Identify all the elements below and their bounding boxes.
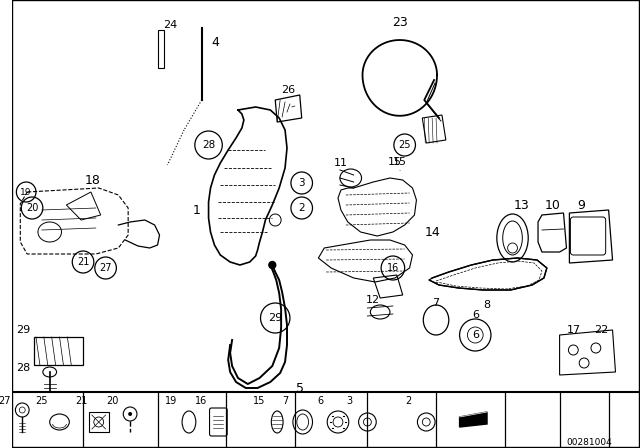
Text: 7: 7 <box>433 298 440 308</box>
Text: 2: 2 <box>298 203 305 213</box>
Text: 22: 22 <box>594 325 608 335</box>
Text: 3: 3 <box>347 396 353 406</box>
Text: 1: 1 <box>193 203 201 216</box>
Text: 00281004: 00281004 <box>567 438 612 447</box>
Text: 29: 29 <box>268 313 282 323</box>
Text: 9: 9 <box>577 198 585 211</box>
Text: 27: 27 <box>99 263 112 273</box>
FancyBboxPatch shape <box>157 30 164 68</box>
Text: 16: 16 <box>195 396 207 406</box>
Text: 17: 17 <box>567 325 581 335</box>
Text: 15: 15 <box>253 396 266 406</box>
Text: 12: 12 <box>366 295 380 305</box>
Text: 6: 6 <box>317 396 323 406</box>
Text: 19: 19 <box>20 188 32 197</box>
Text: 13: 13 <box>513 198 529 211</box>
Polygon shape <box>460 412 487 427</box>
Text: 6: 6 <box>472 330 479 340</box>
Text: 26: 26 <box>281 85 295 95</box>
Text: 14: 14 <box>424 225 440 238</box>
Text: 15: 15 <box>393 157 407 167</box>
Text: 3: 3 <box>298 178 305 188</box>
Text: 20: 20 <box>106 396 118 406</box>
Text: 19: 19 <box>165 396 177 406</box>
Text: 5: 5 <box>296 382 304 395</box>
Text: 15: 15 <box>399 169 401 171</box>
Text: 16: 16 <box>387 263 399 273</box>
Text: 25: 25 <box>399 140 411 150</box>
Text: 24: 24 <box>163 20 177 30</box>
Text: 21: 21 <box>75 396 87 406</box>
Text: 27: 27 <box>0 396 11 406</box>
Text: 11: 11 <box>334 158 348 168</box>
Text: 15: 15 <box>388 157 402 167</box>
Text: 29: 29 <box>16 325 30 335</box>
Text: 23: 23 <box>392 16 408 29</box>
Text: 10: 10 <box>545 198 561 211</box>
Text: 2: 2 <box>406 396 412 406</box>
Text: 28: 28 <box>16 363 30 373</box>
Text: 28: 28 <box>202 140 215 150</box>
Text: 21: 21 <box>77 257 89 267</box>
Circle shape <box>128 412 132 416</box>
Circle shape <box>269 262 276 268</box>
Text: 8: 8 <box>483 300 491 310</box>
Text: 6: 6 <box>472 310 479 320</box>
Text: 20: 20 <box>26 203 38 213</box>
Text: 18: 18 <box>85 173 100 186</box>
Text: 4: 4 <box>211 35 220 48</box>
Text: 7: 7 <box>282 396 288 406</box>
Text: 25: 25 <box>36 396 48 406</box>
